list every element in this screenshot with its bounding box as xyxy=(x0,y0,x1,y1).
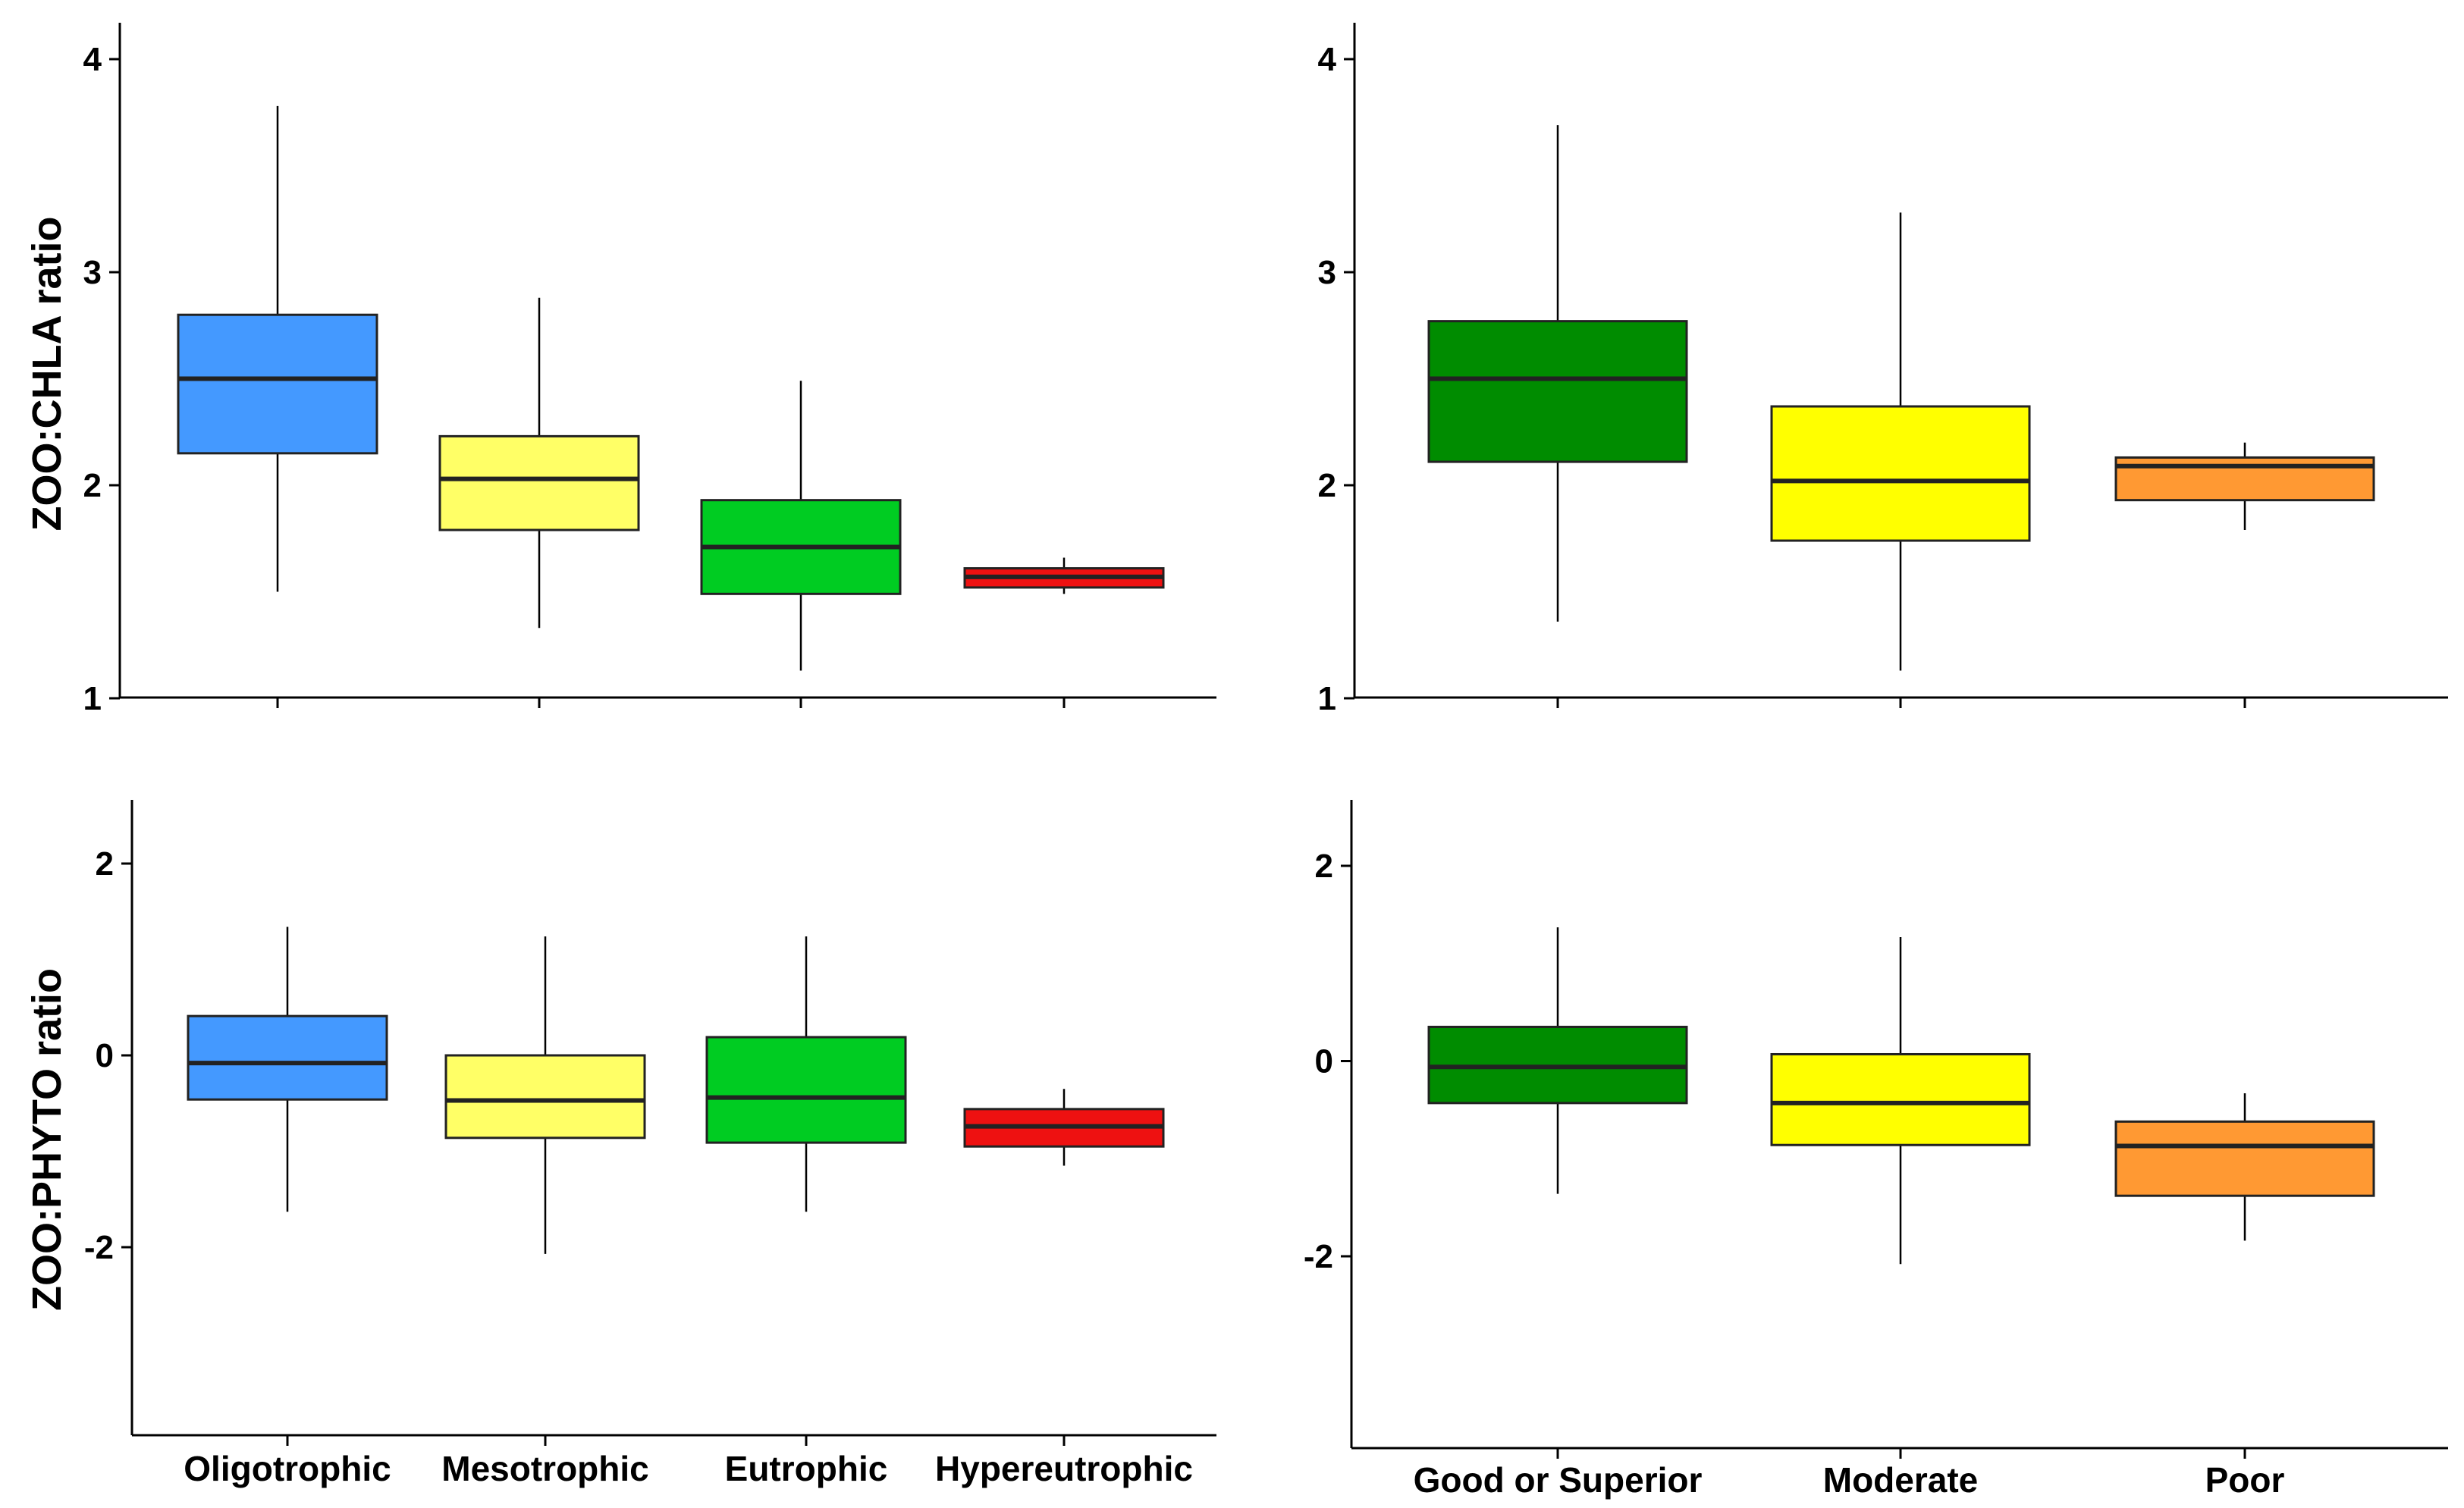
y-axis-label: ZOO:PHYTO ratio xyxy=(24,968,70,1311)
y-tick-label: 1 xyxy=(83,680,102,717)
box-iqr xyxy=(1770,1052,2031,1146)
x-category-label: Hypereutrophic xyxy=(935,1449,1193,1488)
box-iqr xyxy=(177,313,378,455)
panel-1: 1 2 3 4 ZOO:CHLA ratio xyxy=(24,23,1216,717)
x-category-label: Good or Superior xyxy=(1414,1460,1703,1500)
box-hypereutrophic xyxy=(963,557,1165,708)
y-tick-label: 0 xyxy=(96,1037,114,1074)
box-eutrophic xyxy=(700,381,902,708)
box-mesotrophic xyxy=(438,297,640,708)
y-tick-label: 2 xyxy=(1315,848,1333,885)
box-good-or-superior: Good or Superior xyxy=(1414,927,1703,1500)
panel-3: -2 0 2 ZOO:PHYTO ratio Oligotrophic Mesotroph… xyxy=(24,800,1216,1488)
x-category-label: Eutrophic xyxy=(725,1449,888,1488)
y-tick-label: 1 xyxy=(1318,680,1336,717)
x-category-label: Poor xyxy=(2205,1460,2285,1500)
box-moderate: Moderate xyxy=(1770,936,2031,1500)
box-oligotrophic xyxy=(177,105,378,708)
box-eutrophic: Eutrophic xyxy=(705,936,907,1488)
y-tick-label: 2 xyxy=(96,845,114,883)
box-iqr xyxy=(1427,320,1688,463)
x-category-label: Mesotrophic xyxy=(441,1449,648,1488)
box-iqr xyxy=(1770,405,2031,542)
box-good-or-superior xyxy=(1427,125,1688,708)
y-tick-label: 4 xyxy=(1318,41,1337,78)
y-axis-label: ZOO:CHLA ratio xyxy=(24,217,70,531)
box-poor: Poor xyxy=(2114,1093,2375,1500)
box-oligotrophic: Oligotrophic xyxy=(184,926,391,1488)
box-hypereutrophic: Hypereutrophic xyxy=(935,1089,1193,1488)
box-iqr xyxy=(438,434,640,531)
y-tick-label: 4 xyxy=(83,41,102,78)
y-tick-label: 0 xyxy=(1315,1043,1333,1080)
box-moderate xyxy=(1770,212,2031,708)
box-poor xyxy=(2114,442,2375,708)
panel-2: 1 2 3 4 xyxy=(1318,23,2448,717)
y-tick-label: 2 xyxy=(1318,467,1336,504)
box-iqr xyxy=(705,1036,907,1144)
y-tick-label: 3 xyxy=(83,254,102,291)
box-iqr xyxy=(187,1014,388,1101)
box-iqr xyxy=(2114,1120,2375,1197)
box-iqr xyxy=(444,1054,646,1140)
y-tick-label: 2 xyxy=(83,467,102,504)
y-tick-label: -2 xyxy=(1304,1238,1333,1275)
x-category-label: Moderate xyxy=(1823,1460,1978,1500)
x-category-label: Oligotrophic xyxy=(184,1449,391,1488)
y-tick-label: 3 xyxy=(1318,254,1336,291)
panel-4: -2 0 2 Good or Superior Moderate Poor xyxy=(1304,800,2448,1500)
box-mesotrophic: Mesotrophic xyxy=(441,936,649,1488)
y-tick-label: -2 xyxy=(84,1229,114,1266)
